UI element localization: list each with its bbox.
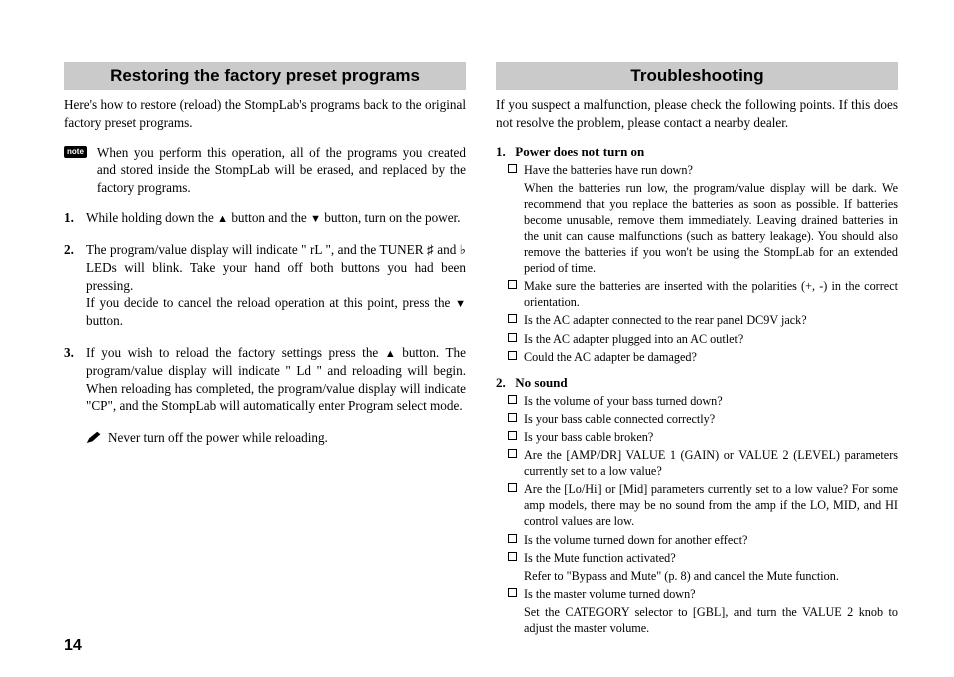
left-section-header: Restoring the factory preset programs bbox=[64, 62, 466, 90]
check-item: Is the AC adapter plugged into an AC out… bbox=[496, 331, 898, 347]
check-item: Make sure the batteries are inserted wit… bbox=[496, 278, 898, 310]
ts-title-1: Power does not turn on bbox=[515, 144, 644, 159]
checklist-2b: Is the master volume turned down? bbox=[496, 586, 898, 602]
checkbox-icon bbox=[508, 280, 517, 289]
checklist-2: Is the volume of your bass turned down? … bbox=[496, 393, 898, 566]
ts-title-2: No sound bbox=[515, 375, 567, 390]
triangle-up-icon: ▲ bbox=[217, 212, 228, 227]
check-item: Is the AC adapter connected to the rear … bbox=[496, 312, 898, 328]
check-text: Is the AC adapter plugged into an AC out… bbox=[524, 332, 743, 346]
check-text: Make sure the batteries are inserted wit… bbox=[524, 279, 898, 309]
checkbox-icon bbox=[508, 413, 517, 422]
right-column: Troubleshooting If you suspect a malfunc… bbox=[496, 62, 898, 638]
check-text: Is your bass cable broken? bbox=[524, 430, 653, 444]
check-subtext: Refer to "Bypass and Mute" (p. 8) and ca… bbox=[496, 568, 898, 584]
check-text: Is the volume of your bass turned down? bbox=[524, 394, 723, 408]
check-item: Is the master volume turned down? bbox=[496, 586, 898, 602]
check-text: Are the [AMP/DR] VALUE 1 (GAIN) or VALUE… bbox=[524, 448, 898, 478]
step3-text-a: If you wish to reload the factory settin… bbox=[86, 345, 385, 360]
note-icon: note bbox=[64, 146, 87, 159]
step-2: The program/value display will indicate … bbox=[64, 241, 466, 330]
check-text: Is the volume turned down for another ef… bbox=[524, 533, 747, 547]
checkbox-icon bbox=[508, 351, 517, 360]
check-item: Is the volume of your bass turned down? bbox=[496, 393, 898, 409]
checkbox-icon bbox=[508, 314, 517, 323]
step1-text-a: While holding down the bbox=[86, 210, 217, 225]
checkbox-icon bbox=[508, 395, 517, 404]
step2-text-b: If you decide to cancel the reload opera… bbox=[86, 295, 455, 310]
step1-text-c: button, turn on the power. bbox=[321, 210, 461, 225]
triangle-down-icon: ▼ bbox=[455, 297, 466, 312]
check-text: Have the batteries have run down? bbox=[524, 163, 693, 177]
check-item: Are the [AMP/DR] VALUE 1 (GAIN) or VALUE… bbox=[496, 447, 898, 479]
check-item: Is the volume turned down for another ef… bbox=[496, 532, 898, 548]
check-item: Is your bass cable broken? bbox=[496, 429, 898, 445]
checkbox-icon bbox=[508, 588, 517, 597]
checkbox-icon bbox=[508, 483, 517, 492]
ts-heading-2: 2. No sound bbox=[496, 375, 898, 391]
check-subtext: When the batteries run low, the program/… bbox=[496, 180, 898, 277]
triangle-down-icon: ▼ bbox=[310, 212, 321, 227]
check-text: Could the AC adapter be damaged? bbox=[524, 350, 697, 364]
note-text: When you perform this operation, all of … bbox=[97, 144, 466, 197]
checklist-1b: Make sure the batteries are inserted wit… bbox=[496, 278, 898, 364]
checkbox-icon bbox=[508, 333, 517, 342]
page-number: 14 bbox=[64, 637, 82, 655]
checkbox-icon bbox=[508, 431, 517, 440]
check-item: Could the AC adapter be damaged? bbox=[496, 349, 898, 365]
step1-text-b: button and the bbox=[228, 210, 310, 225]
right-intro: If you suspect a malfunction, please che… bbox=[496, 96, 898, 132]
check-text: Is the AC adapter connected to the rear … bbox=[524, 313, 807, 327]
check-text: Is the Mute function activated? bbox=[524, 551, 676, 565]
page-columns: Restoring the factory preset programs He… bbox=[64, 62, 898, 638]
checkbox-icon bbox=[508, 449, 517, 458]
step-3: If you wish to reload the factory settin… bbox=[64, 344, 466, 415]
check-subtext: Set the CATEGORY selector to [GBL], and … bbox=[496, 604, 898, 636]
left-column: Restoring the factory preset programs He… bbox=[64, 62, 466, 638]
checkbox-icon bbox=[508, 164, 517, 173]
pencil-warning-icon bbox=[86, 431, 102, 444]
step2-text-a: The program/value display will indicate … bbox=[86, 242, 466, 293]
check-item: Is the Mute function activated? bbox=[496, 550, 898, 566]
warning-text: Never turn off the power while reloading… bbox=[108, 429, 328, 447]
check-item: Have the batteries have run down? bbox=[496, 162, 898, 178]
ts-num-1: 1. bbox=[496, 144, 512, 160]
check-item: Are the [Lo/Hi] or [Mid] parameters curr… bbox=[496, 481, 898, 529]
checkbox-icon bbox=[508, 552, 517, 561]
steps-list: While holding down the ▲ button and the … bbox=[64, 209, 466, 415]
left-intro: Here's how to restore (reload) the Stomp… bbox=[64, 96, 466, 132]
ts-heading-1: 1. Power does not turn on bbox=[496, 144, 898, 160]
ts-num-2: 2. bbox=[496, 375, 512, 391]
check-text: Is the master volume turned down? bbox=[524, 587, 696, 601]
triangle-up-icon: ▲ bbox=[385, 347, 396, 362]
checkbox-icon bbox=[508, 534, 517, 543]
right-section-header: Troubleshooting bbox=[496, 62, 898, 90]
note-block: note When you perform this operation, al… bbox=[64, 144, 466, 197]
step2-text-c: button. bbox=[86, 313, 123, 328]
checklist-1: Have the batteries have run down? bbox=[496, 162, 898, 178]
check-text: Are the [Lo/Hi] or [Mid] parameters curr… bbox=[524, 482, 898, 528]
step-1: While holding down the ▲ button and the … bbox=[64, 209, 466, 227]
warning-block: Never turn off the power while reloading… bbox=[86, 429, 466, 447]
check-text: Is your bass cable connected correctly? bbox=[524, 412, 715, 426]
check-item: Is your bass cable connected correctly? bbox=[496, 411, 898, 427]
